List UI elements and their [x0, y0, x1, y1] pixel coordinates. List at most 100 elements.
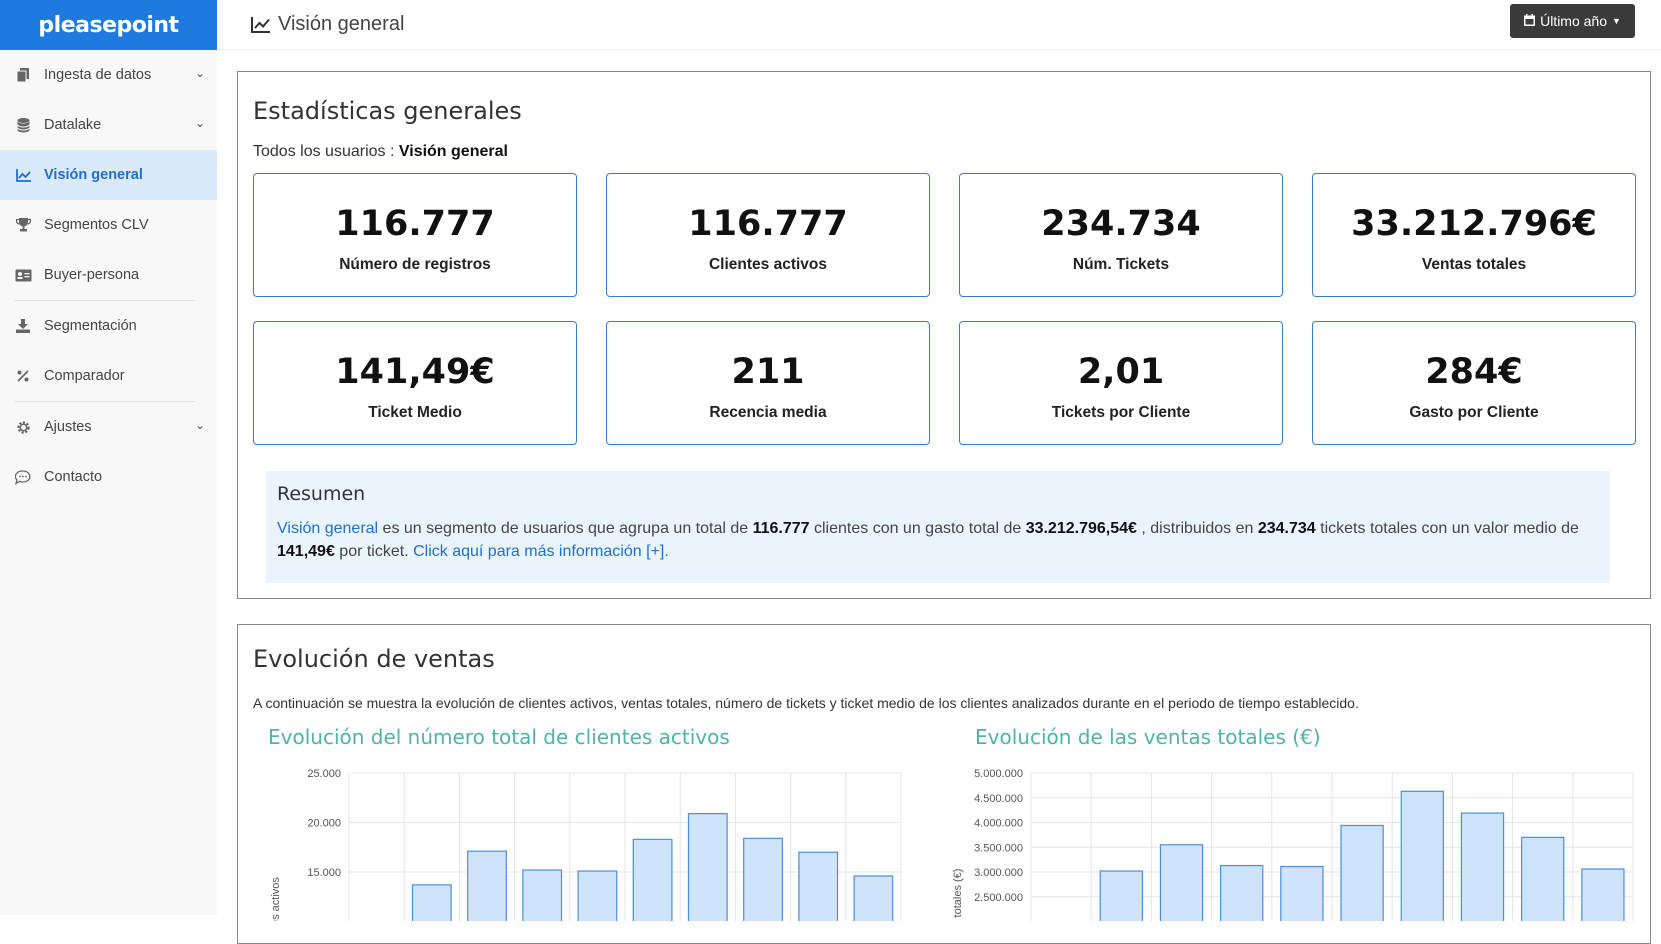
- stats-title: Estadísticas generales: [253, 97, 522, 125]
- y-tick-label: 20.000: [307, 818, 341, 830]
- stat-card: 116.777 Número de registros: [253, 173, 577, 297]
- sidebar-item-ingesta[interactable]: Ingesta de datos ⌄: [0, 50, 217, 100]
- segment-subtitle: Todos los usuarios : Visión general: [253, 143, 508, 161]
- bar: [1099, 870, 1143, 921]
- stat-label: Número de registros: [339, 256, 491, 273]
- bar: [1521, 836, 1565, 921]
- sidebar-item-label: Visión general: [44, 167, 143, 183]
- database-icon: [14, 116, 32, 134]
- gear-icon: [14, 418, 32, 436]
- bar: [1340, 824, 1384, 921]
- y-tick-label: 5.000.000: [974, 768, 1023, 780]
- stat-label: Ventas totales: [1421, 256, 1527, 273]
- summary-text: Visión general es un segmento de usuario…: [277, 517, 1599, 563]
- bar: [467, 850, 507, 921]
- line-chart-icon: [14, 166, 32, 184]
- summary-title: Resumen: [277, 483, 366, 505]
- stat-label: Núm. Tickets: [1072, 256, 1170, 273]
- sidebar-item-label: Ingesta de datos: [44, 67, 152, 83]
- bar: [743, 837, 783, 921]
- sidebar-item-vision-general[interactable]: Visión general: [0, 150, 217, 200]
- y-axis-label: es activos: [270, 877, 282, 921]
- summary-fragment: por ticket.: [334, 543, 414, 560]
- y-tick-label: 3.500.000: [974, 842, 1023, 854]
- summary-value: 33.212.796,54€: [1025, 520, 1137, 537]
- sidebar: pleasepoint Ingesta de datos ⌄ Datalake …: [0, 0, 217, 915]
- chevron-down-icon[interactable]: ⌄: [194, 418, 205, 432]
- stat-label: Clientes activos: [708, 256, 828, 273]
- bar: [632, 838, 673, 921]
- summary-fragment: es un segmento de usuarios que agrupa un…: [378, 520, 753, 537]
- y-tick-label: 4.000.000: [974, 818, 1023, 830]
- stat-card: 33.212.796€ Ventas totales: [1312, 173, 1636, 297]
- stat-card: 284€ Gasto por Cliente: [1312, 321, 1636, 445]
- chevron-down-icon[interactable]: ⌄: [194, 66, 205, 80]
- stat-value: 2,01: [1077, 352, 1165, 392]
- bar: [1400, 790, 1444, 921]
- bar: [577, 870, 618, 921]
- y-tick-label: 25.000: [307, 768, 341, 780]
- subtitle-segment: Visión general: [398, 143, 508, 160]
- stat-label: Recencia media: [709, 404, 827, 421]
- stat-card: 2,01 Tickets por Cliente: [959, 321, 1283, 445]
- stat-value: 211: [731, 352, 805, 392]
- subtitle-prefix: Todos los usuarios :: [253, 143, 395, 160]
- top-bar: Visión general Último año ▼: [217, 0, 1661, 50]
- bar: [1460, 812, 1505, 921]
- bar: [687, 812, 728, 921]
- bar: [853, 875, 894, 921]
- stat-card: 116.777 Clientes activos: [606, 173, 930, 297]
- stat-value: 116.777: [688, 204, 848, 244]
- summary-value: 116.777: [752, 520, 810, 537]
- sidebar-item-ajustes[interactable]: Ajustes ⌄: [0, 402, 217, 452]
- sidebar-item-comparador[interactable]: Comparador: [0, 351, 217, 401]
- sidebar-item-label: Segmentos CLV: [44, 217, 149, 233]
- more-info-link[interactable]: Click aquí para más información [+].: [413, 543, 669, 560]
- stat-label: Ticket Medio: [368, 404, 462, 421]
- sales-title: Evolución de ventas: [253, 645, 495, 673]
- sidebar-item-buyer-persona[interactable]: Buyer-persona: [0, 250, 217, 300]
- summary-value: 234.734: [1257, 520, 1316, 537]
- segment-link[interactable]: Visión general: [277, 520, 379, 537]
- chart-title-ventas: Evolución de las ventas totales (€): [975, 725, 1321, 749]
- percent-icon: [14, 367, 32, 385]
- stat-value: 33.212.796€: [1351, 204, 1597, 244]
- sales-panel: Evolución de ventas A continuación se mu…: [237, 624, 1651, 944]
- y-tick-label: 15.000: [307, 867, 341, 879]
- sidebar-divider: [14, 300, 195, 301]
- chevron-down-icon[interactable]: ⌄: [194, 116, 205, 130]
- calendar-icon: [1524, 13, 1536, 29]
- period-dropdown-button[interactable]: Último año ▼: [1510, 4, 1635, 38]
- summary-value: 141,49€: [277, 543, 335, 560]
- summary-box: Resumen Visión general es un segmento de…: [266, 471, 1610, 583]
- trophy-icon: [14, 216, 32, 234]
- sidebar-item-segmentos-clv[interactable]: Segmentos CLV: [0, 200, 217, 250]
- chart-title-clientes: Evolución del número total de clientes a…: [268, 725, 730, 749]
- sidebar-item-label: Buyer-persona: [44, 267, 140, 283]
- bar: [1220, 864, 1264, 921]
- bar: [522, 869, 563, 921]
- id-card-icon: [14, 266, 32, 284]
- sidebar-item-label: Datalake: [44, 117, 102, 133]
- page-title: Visión general: [278, 13, 405, 35]
- stat-card: 234.734 Núm. Tickets: [959, 173, 1283, 297]
- chat-icon: [14, 468, 32, 486]
- sales-description: A continuación se muestra la evolución d…: [253, 695, 1359, 711]
- brand-logo[interactable]: pleasepoint: [0, 0, 217, 50]
- summary-fragment: clientes con un gasto total de: [809, 520, 1026, 537]
- sidebar-item-label: Contacto: [44, 469, 103, 485]
- download-icon: [14, 317, 32, 335]
- summary-fragment: tickets totales con un valor medio de: [1315, 520, 1579, 537]
- sidebar-divider: [14, 401, 195, 402]
- y-tick-label: 2.500.000: [974, 892, 1023, 904]
- sidebar-item-segmentacion[interactable]: Segmentación: [0, 301, 217, 351]
- stat-card: 141,49€ Ticket Medio: [253, 321, 577, 445]
- bar: [1159, 844, 1204, 921]
- caret-down-icon: ▼: [1612, 16, 1621, 26]
- chart-ventas-totales: 5.000.000 4.500.000 4.000.000 3.500.000 3.00…: [952, 768, 1634, 921]
- sidebar-item-datalake[interactable]: Datalake ⌄: [0, 100, 217, 150]
- sidebar-item-contacto[interactable]: Contacto: [0, 452, 217, 502]
- y-axis-label: s totales (€): [952, 869, 964, 921]
- sidebar-item-label: Comparador: [44, 368, 125, 384]
- bar: [1280, 865, 1324, 921]
